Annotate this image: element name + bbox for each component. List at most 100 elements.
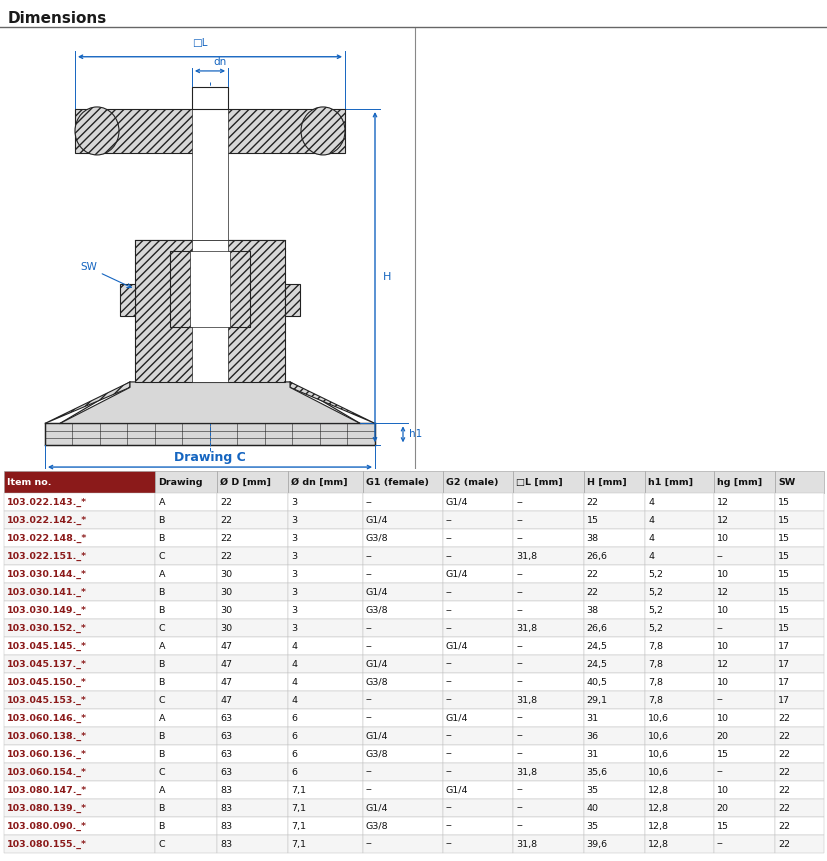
Bar xyxy=(217,565,288,583)
Bar xyxy=(583,530,644,548)
Text: --: -- xyxy=(445,516,452,524)
Bar xyxy=(4,471,155,493)
Bar xyxy=(362,619,442,637)
Text: C: C xyxy=(158,696,165,704)
Text: 103.045.145._*: 103.045.145._* xyxy=(7,641,87,651)
Bar xyxy=(513,799,583,817)
Bar xyxy=(644,565,713,583)
Text: 63: 63 xyxy=(220,714,232,722)
Circle shape xyxy=(301,107,345,155)
Text: --: -- xyxy=(515,785,523,795)
Text: 47: 47 xyxy=(220,641,232,651)
Bar xyxy=(155,817,217,835)
Text: 3: 3 xyxy=(291,623,297,633)
Text: 15: 15 xyxy=(586,516,598,524)
Bar xyxy=(155,709,217,727)
Bar xyxy=(713,511,774,530)
Bar xyxy=(644,530,713,548)
Bar xyxy=(362,727,442,745)
Bar xyxy=(774,493,823,511)
Text: h1 [mm]: h1 [mm] xyxy=(648,478,692,486)
Text: 39,6: 39,6 xyxy=(586,839,607,848)
Bar xyxy=(442,763,513,781)
Bar xyxy=(288,835,362,853)
Bar xyxy=(217,727,288,745)
Bar xyxy=(583,565,644,583)
Bar xyxy=(217,709,288,727)
Text: A: A xyxy=(158,785,165,795)
Bar xyxy=(513,565,583,583)
Text: 12,8: 12,8 xyxy=(648,839,668,848)
Bar xyxy=(442,691,513,709)
Text: --: -- xyxy=(515,570,523,579)
Bar xyxy=(217,835,288,853)
Bar xyxy=(4,583,155,601)
Text: Drawing: Drawing xyxy=(158,478,203,486)
Text: G3/8: G3/8 xyxy=(366,605,388,615)
Bar xyxy=(583,763,644,781)
Text: 38: 38 xyxy=(586,534,598,542)
Text: 15: 15 xyxy=(777,605,789,615)
Bar xyxy=(774,727,823,745)
Text: --: -- xyxy=(515,516,523,524)
Bar xyxy=(288,655,362,673)
Text: 22: 22 xyxy=(777,785,789,795)
Text: H: H xyxy=(383,272,391,282)
Text: 35: 35 xyxy=(586,785,598,795)
Bar xyxy=(583,817,644,835)
Bar xyxy=(583,471,644,493)
Bar xyxy=(362,511,442,530)
Bar xyxy=(288,471,362,493)
Bar xyxy=(583,583,644,601)
Text: 15: 15 xyxy=(715,821,728,831)
Bar xyxy=(362,548,442,565)
Bar xyxy=(442,673,513,691)
Text: 10: 10 xyxy=(715,534,728,542)
Text: 4: 4 xyxy=(648,552,653,561)
Bar xyxy=(774,655,823,673)
Text: 12: 12 xyxy=(715,498,728,507)
Bar xyxy=(644,763,713,781)
Bar xyxy=(288,619,362,637)
Bar xyxy=(774,781,823,799)
Bar xyxy=(288,745,362,763)
Text: 30: 30 xyxy=(220,623,232,633)
Text: G1/4: G1/4 xyxy=(366,588,388,597)
Text: 31,8: 31,8 xyxy=(515,552,537,561)
Text: 4: 4 xyxy=(648,534,653,542)
Text: 12,8: 12,8 xyxy=(648,821,668,831)
Bar xyxy=(644,781,713,799)
Bar xyxy=(288,530,362,548)
Bar xyxy=(774,471,823,493)
Bar xyxy=(513,835,583,853)
Bar xyxy=(362,471,442,493)
Bar xyxy=(155,637,217,655)
Text: B: B xyxy=(158,678,165,686)
Bar xyxy=(644,619,713,637)
Bar xyxy=(288,763,362,781)
Bar xyxy=(513,655,583,673)
Bar xyxy=(644,655,713,673)
Bar xyxy=(713,835,774,853)
Bar xyxy=(4,709,155,727)
Bar xyxy=(4,637,155,655)
Bar xyxy=(513,619,583,637)
Bar xyxy=(288,799,362,817)
Text: 31,8: 31,8 xyxy=(515,767,537,777)
Bar xyxy=(4,565,155,583)
Text: 7,8: 7,8 xyxy=(648,678,662,686)
Bar xyxy=(4,835,155,853)
Bar xyxy=(288,511,362,530)
Text: G1/4: G1/4 xyxy=(445,641,468,651)
Text: A: A xyxy=(158,714,165,722)
Text: 4: 4 xyxy=(291,696,297,704)
Text: 30: 30 xyxy=(220,570,232,579)
Text: --: -- xyxy=(445,588,452,597)
Text: --: -- xyxy=(515,641,523,651)
Bar xyxy=(583,673,644,691)
Bar xyxy=(442,817,513,835)
Bar xyxy=(217,817,288,835)
Bar xyxy=(362,583,442,601)
Bar xyxy=(442,619,513,637)
Text: B: B xyxy=(158,732,165,740)
